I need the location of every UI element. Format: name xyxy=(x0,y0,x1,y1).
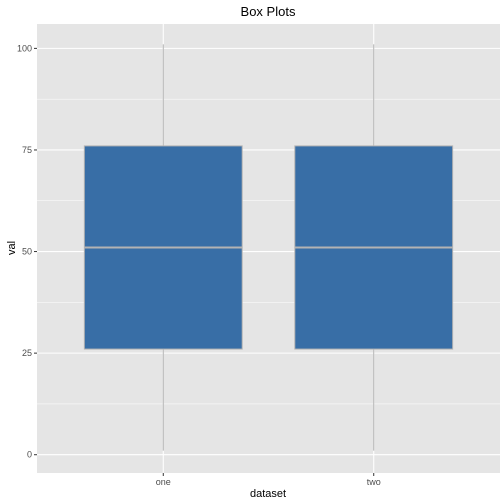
y-tick-label: 25 xyxy=(22,348,32,358)
x-tick-label: one xyxy=(156,477,171,487)
x-axis-title: dataset xyxy=(250,488,286,500)
y-axis-ticks: 0 25 50 75 100 xyxy=(17,43,37,459)
y-tick-label: 75 xyxy=(22,145,32,155)
y-tick-label: 50 xyxy=(22,247,32,257)
x-tick-label: two xyxy=(367,477,381,487)
y-tick-label: 100 xyxy=(17,43,32,53)
chart-title: Box Plots xyxy=(241,4,296,19)
x-axis-ticks: one two xyxy=(156,473,381,487)
y-tick-label: 0 xyxy=(27,450,32,460)
y-axis-title: val xyxy=(6,241,18,255)
